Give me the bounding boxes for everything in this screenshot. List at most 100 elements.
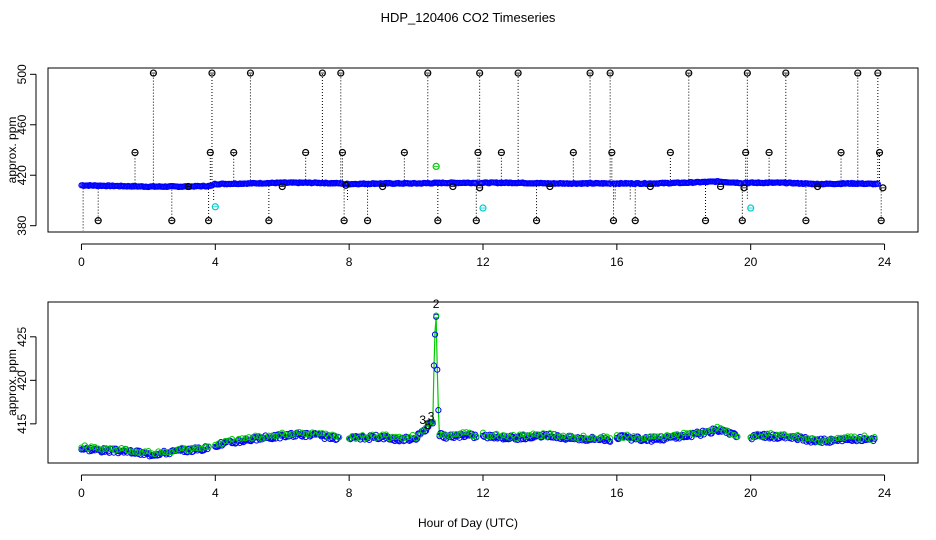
spike-marker — [340, 217, 348, 225]
data-point-green — [279, 429, 286, 436]
data-point-green — [767, 430, 774, 437]
spike-marker — [743, 69, 751, 77]
x-tick-label: 12 — [476, 486, 490, 500]
data-point-green — [844, 433, 851, 440]
data-point-green — [623, 431, 630, 438]
data-point-green — [858, 436, 865, 443]
data-point-green — [643, 434, 651, 441]
data-point-green — [771, 433, 778, 440]
chart-title: HDP_120406 CO2 Timeseries — [381, 10, 556, 25]
spike-marker — [363, 217, 372, 225]
data-point — [874, 180, 881, 188]
data-point-green — [141, 448, 149, 455]
spike-marker — [208, 69, 216, 77]
data-point-green — [556, 433, 564, 440]
spike-marker — [586, 69, 594, 77]
spike-marker — [747, 204, 755, 212]
data-point-green — [633, 435, 641, 442]
data-point-green — [871, 434, 878, 441]
data-point-green — [724, 428, 731, 435]
data-point-green — [694, 429, 701, 436]
data-point-green — [238, 435, 246, 442]
data-point-green — [443, 432, 450, 439]
spike-marker — [400, 148, 408, 157]
data-point-green — [175, 446, 182, 453]
data-point-green — [295, 428, 303, 436]
spike-marker — [740, 184, 748, 192]
data-point-green — [265, 432, 272, 439]
data-point-green — [282, 431, 289, 438]
spike-marker — [474, 148, 482, 157]
spike-marker — [432, 162, 440, 170]
y-tick-label: 425 — [15, 326, 29, 346]
data-point-green — [192, 444, 199, 451]
data-point-green — [172, 447, 179, 454]
spike-marker — [765, 148, 773, 157]
data-point — [301, 429, 308, 437]
data-point-green — [285, 432, 293, 439]
data-point-green — [563, 434, 570, 441]
data-point-green — [222, 437, 229, 445]
spike-marker — [424, 69, 432, 77]
x-tick-label: 12 — [476, 255, 490, 269]
spike-marker — [742, 148, 750, 157]
data-point-green — [479, 429, 487, 436]
data-point-green — [242, 435, 249, 442]
data-point-green — [730, 432, 738, 439]
data-point-green — [787, 433, 794, 440]
data-point-green — [560, 432, 567, 439]
point-label: 3 — [419, 413, 426, 427]
data-point-green — [433, 312, 440, 319]
x-tick-label: 20 — [744, 255, 758, 269]
spike-marker — [879, 184, 887, 192]
spike-marker — [874, 69, 882, 77]
point-label: 2 — [433, 297, 440, 311]
data-point-green — [617, 434, 624, 441]
spike-marker — [206, 148, 214, 157]
spike-marker — [854, 69, 862, 77]
spike-marker — [877, 217, 885, 225]
data-point-green — [392, 433, 400, 440]
spike-marker — [514, 69, 522, 77]
data-point-green — [526, 432, 533, 439]
spike-marker — [278, 182, 286, 191]
data-point-green — [446, 432, 453, 440]
data-point-green — [95, 445, 102, 452]
x-tick-label: 20 — [744, 486, 758, 500]
data-point-green — [690, 431, 697, 438]
data-point-green — [573, 434, 580, 441]
data-point-green — [108, 445, 115, 452]
spike-marker — [875, 148, 884, 157]
point-label: 5 — [424, 418, 431, 432]
data-point-green — [764, 430, 771, 437]
data-point-green — [386, 435, 393, 442]
data-point-green — [396, 433, 403, 440]
spike-marker — [546, 182, 554, 191]
data-point-green — [128, 448, 135, 455]
data-point-green — [416, 431, 423, 439]
data-point-green — [459, 429, 467, 436]
data-point-green — [747, 434, 754, 441]
spike-marker — [837, 148, 845, 157]
data-point-green — [657, 433, 664, 440]
data-point-green — [436, 431, 443, 438]
data-point-green — [212, 441, 219, 448]
data-point-green — [299, 429, 306, 436]
spike-marker — [497, 148, 506, 157]
data-point-green — [824, 436, 831, 443]
data-point-green — [315, 430, 323, 437]
data-point-green — [680, 429, 687, 436]
data-point-green — [463, 429, 470, 436]
data-point-green — [456, 430, 463, 437]
series-line-green — [348, 316, 477, 443]
data-point-green — [707, 426, 714, 434]
data-point-green — [245, 434, 252, 441]
data-point-green — [426, 418, 433, 426]
x-tick-label: 8 — [346, 255, 353, 269]
data-point-green — [814, 438, 821, 445]
data-point-green — [827, 436, 835, 443]
data-point-green — [205, 443, 212, 450]
data-point-green — [423, 424, 430, 431]
data-point-green — [483, 432, 490, 440]
y-tick-label: 500 — [15, 64, 29, 84]
